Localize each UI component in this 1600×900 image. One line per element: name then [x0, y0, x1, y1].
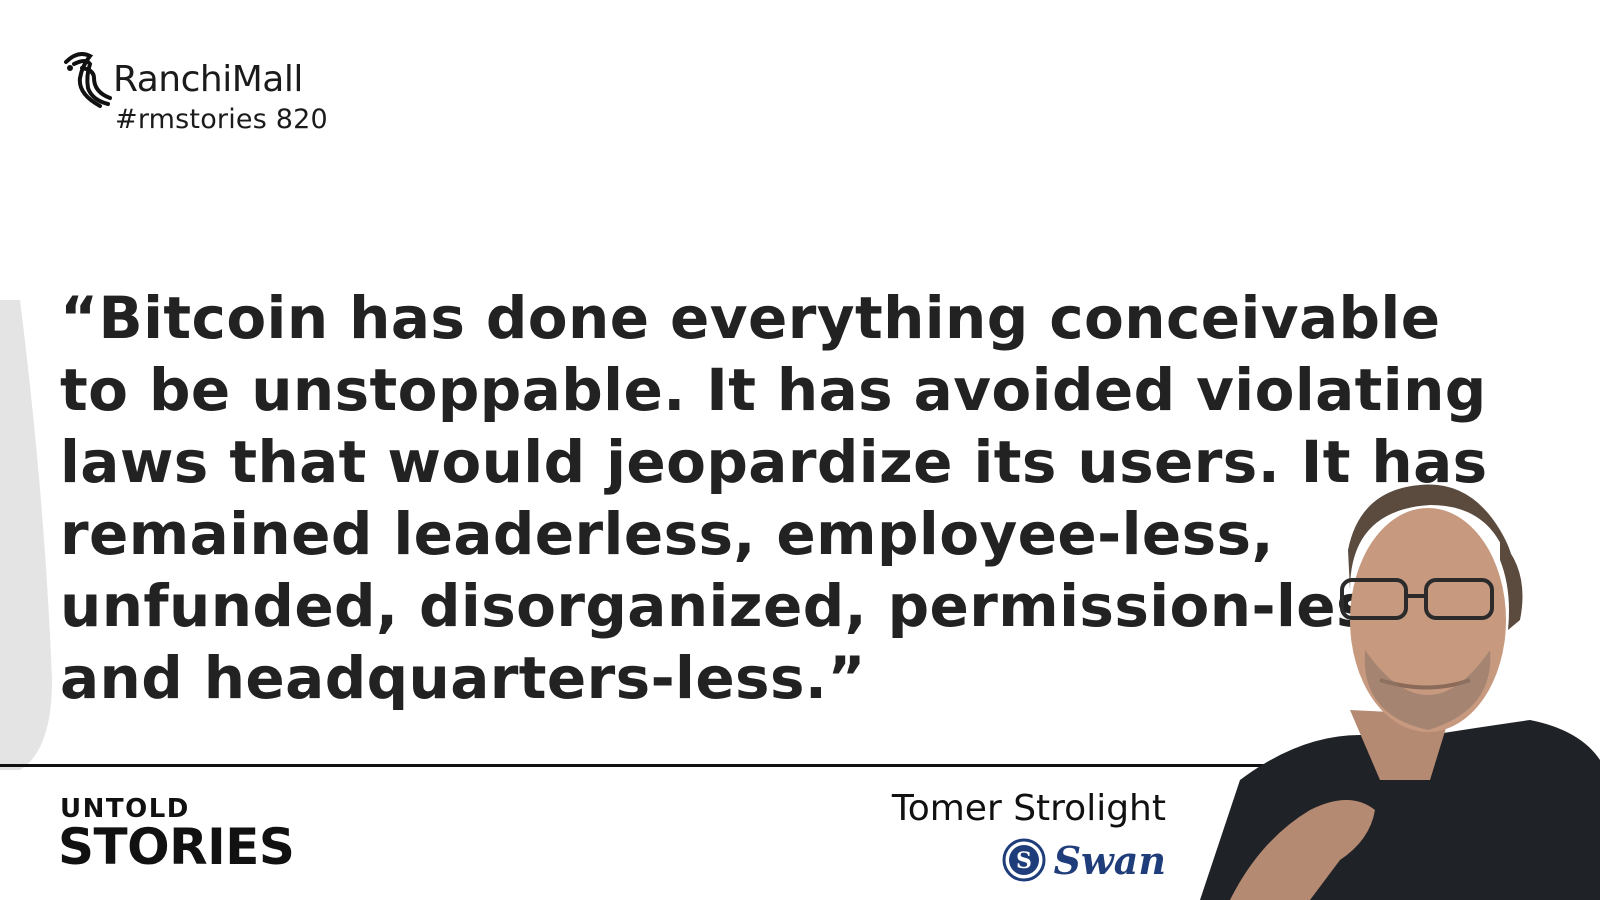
quote-line: “Bitcoin has done everything conceivable [60, 284, 1441, 352]
quote-line: unfunded, disorganized, permission-less, [60, 572, 1429, 640]
author-name: Tomer Strolight [891, 788, 1166, 829]
story-tag: #rmstories 820 [115, 104, 328, 135]
divider-line [0, 764, 1330, 767]
svg-text:S: S [1016, 848, 1032, 874]
quote-line: and headquarters-less.” [60, 644, 866, 712]
brand-name: RanchiMall [113, 59, 303, 100]
swan-logo-icon: S [1002, 838, 1046, 882]
left-accent-shape [0, 300, 52, 770]
quote-line: remained leaderless, employee-less, [60, 500, 1274, 568]
ranchimall-logo-icon [64, 52, 112, 108]
company-name: Swan [1053, 837, 1166, 883]
author-portrait [1200, 484, 1600, 900]
series-label-stories: STORIES [58, 818, 295, 876]
quote-line: laws that would jeopardize its users. It… [60, 428, 1488, 496]
series-label-untold: UNTOLD [60, 794, 190, 824]
quote-text: “Bitcoin has done everything conceivable… [60, 282, 1488, 714]
quote-line: to be unstoppable. It has avoided violat… [60, 356, 1487, 424]
company-brand: S Swan [1002, 836, 1166, 884]
